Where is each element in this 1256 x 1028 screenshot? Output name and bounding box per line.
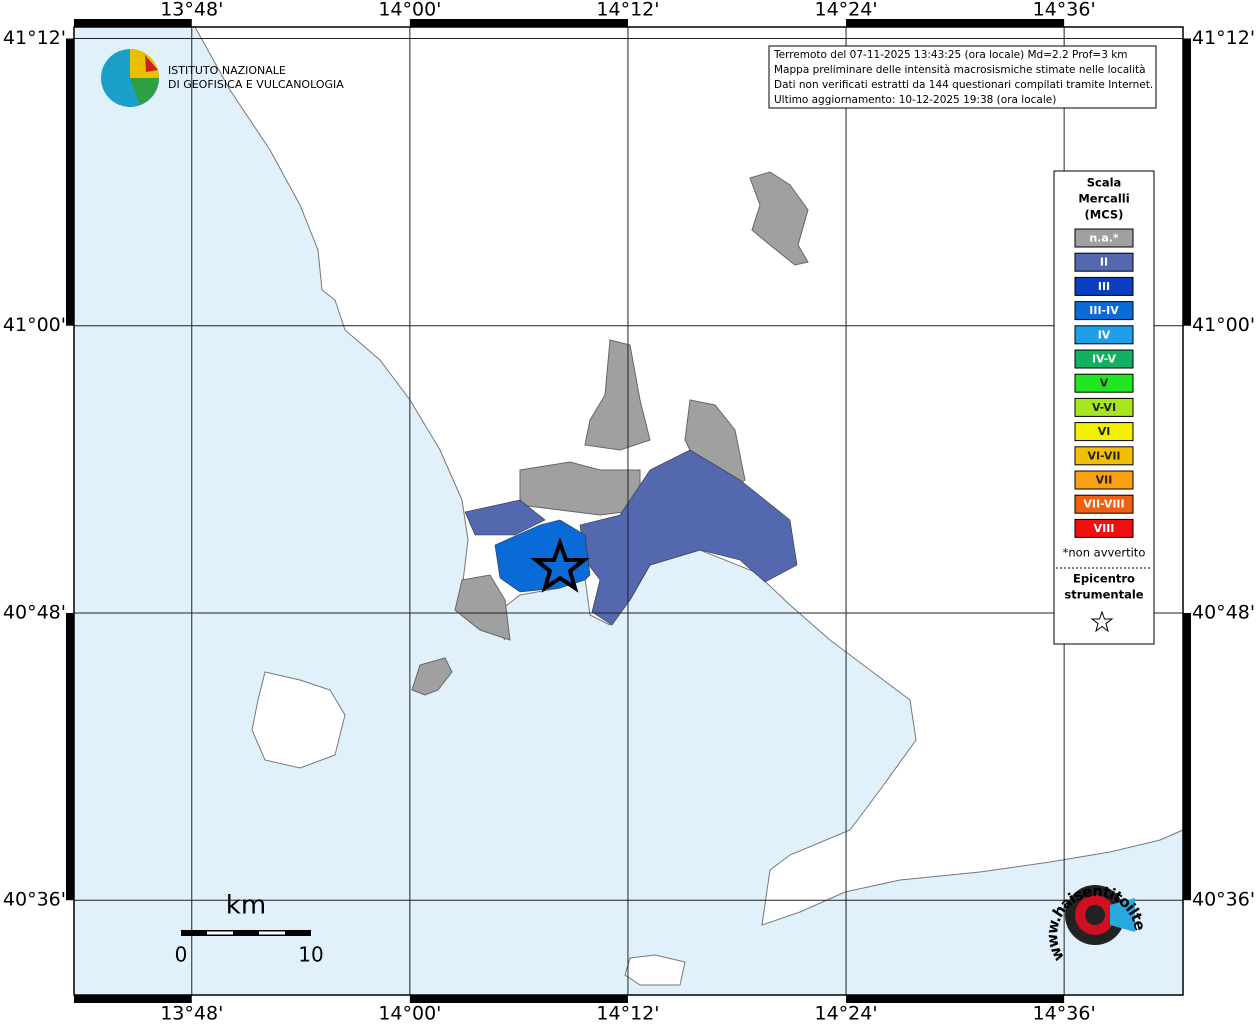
scale-unit: km [226, 891, 266, 921]
legend-swatch [1074, 301, 1134, 321]
legend-swatch [1074, 349, 1134, 369]
legend-label: VIII [1094, 522, 1115, 535]
lat-label: 41°12' [3, 27, 66, 49]
legend-label: III-IV [1089, 304, 1119, 317]
lon-label: 14°00' [378, 0, 441, 21]
frame-band [1183, 38, 1191, 326]
na-region [519, 461, 641, 516]
institute-line: DI GEOFISICA E VULCANOLOGIA [168, 78, 344, 91]
legend-label: VII-VIII [1083, 498, 1124, 511]
legend-title: (MCS) [1085, 208, 1124, 222]
info-line: Dati non verificati estratti da 144 ques… [774, 79, 1153, 91]
legend-swatch [1074, 252, 1134, 272]
lon-label: 14°12' [596, 1003, 659, 1025]
frame-band [409, 19, 628, 27]
info-line: Mappa preliminare delle intensità macros… [774, 64, 1146, 76]
lat-label: 40°48' [1192, 601, 1255, 623]
capri [624, 954, 686, 986]
legend-label: VI-VII [1087, 449, 1120, 462]
scale-bar: km 0 10 [175, 891, 324, 967]
na-region [454, 574, 511, 641]
frame-band [74, 19, 192, 27]
lat-label: 40°48' [3, 601, 66, 623]
frame-band [846, 19, 1065, 27]
legend-epicenter: Epicentro [1073, 572, 1135, 586]
scale-label: 10 [298, 943, 323, 967]
legend-swatch [1074, 276, 1134, 296]
epicenter-star [530, 536, 590, 593]
lon-label: 14°24' [815, 1003, 878, 1025]
legend-title: Scala [1087, 176, 1122, 190]
lat-label: 41°00' [3, 314, 66, 336]
info-line: Ultimo aggiornamento: 10-12-2025 19:38 (… [774, 94, 1056, 106]
lon-label: 13°48' [160, 0, 223, 21]
procida [411, 657, 453, 696]
legend-note: *non avvertito [1063, 546, 1146, 560]
legend-label: VI [1098, 425, 1111, 438]
graticule [74, 27, 1183, 995]
legend-swatch [1074, 494, 1134, 514]
legend-label: V [1100, 377, 1109, 390]
legend-label: VII [1096, 474, 1113, 487]
frame-band [846, 995, 1065, 1003]
intensity-ii [579, 449, 798, 626]
lat-label: 40°36' [3, 889, 66, 911]
legend-swatch [1074, 422, 1134, 442]
legend-label: III [1098, 280, 1110, 293]
frame-band [74, 995, 192, 1003]
lat-label: 40°36' [1192, 889, 1255, 911]
legend-swatch [1074, 325, 1134, 345]
institute-line: ISTITUTO NAZIONALE [168, 64, 286, 77]
lon-label: 13°48' [160, 1003, 223, 1025]
lon-label: 14°36' [1033, 0, 1096, 21]
legend-label: V-VI [1092, 401, 1116, 414]
na-region [749, 171, 809, 266]
frame [66, 19, 1191, 1003]
frame-band [66, 612, 74, 901]
scale-label: 0 [175, 943, 188, 967]
lon-label: 14°36' [1033, 1003, 1096, 1025]
legend-swatch [1074, 446, 1134, 466]
ischia [251, 671, 346, 769]
lon-label: 14°24' [815, 0, 878, 21]
legend-title: Mercalli [1078, 192, 1129, 206]
lat-label: 41°00' [1192, 314, 1255, 336]
info-box: Terremoto del 07-11-2025 13:43:25 (ora l… [768, 45, 1157, 109]
intensity-iii-iv [494, 519, 591, 593]
legend-label: IV-V [1092, 353, 1117, 366]
legend-epicenter: strumentale [1064, 588, 1143, 602]
legend-label: II [1100, 256, 1108, 269]
legend-label: n.a.* [1089, 232, 1119, 245]
frame-band [66, 38, 74, 326]
lon-label: 14°12' [596, 0, 659, 21]
info-line: Terremoto del 07-11-2025 13:43:25 (ora l… [773, 49, 1128, 61]
lon-label: 14°00' [378, 1003, 441, 1025]
legend-swatch [1074, 518, 1134, 538]
frame-band [409, 995, 628, 1003]
legend-swatch [1074, 470, 1134, 490]
legend-swatch [1074, 228, 1134, 248]
lat-label: 41°12' [1192, 27, 1255, 49]
frame-band [1183, 612, 1191, 901]
legend-swatch [1074, 397, 1134, 417]
intensity-ii [464, 499, 546, 536]
ingv-logo: ISTITUTO NAZIONALE DI GEOFISICA E VULCAN… [101, 49, 344, 107]
legend-swatch [1074, 373, 1134, 393]
legend: Scala Mercalli (MCS) *non avvertito Epic… [1053, 170, 1155, 645]
legend-label: IV [1098, 328, 1111, 341]
na-region [584, 339, 651, 451]
